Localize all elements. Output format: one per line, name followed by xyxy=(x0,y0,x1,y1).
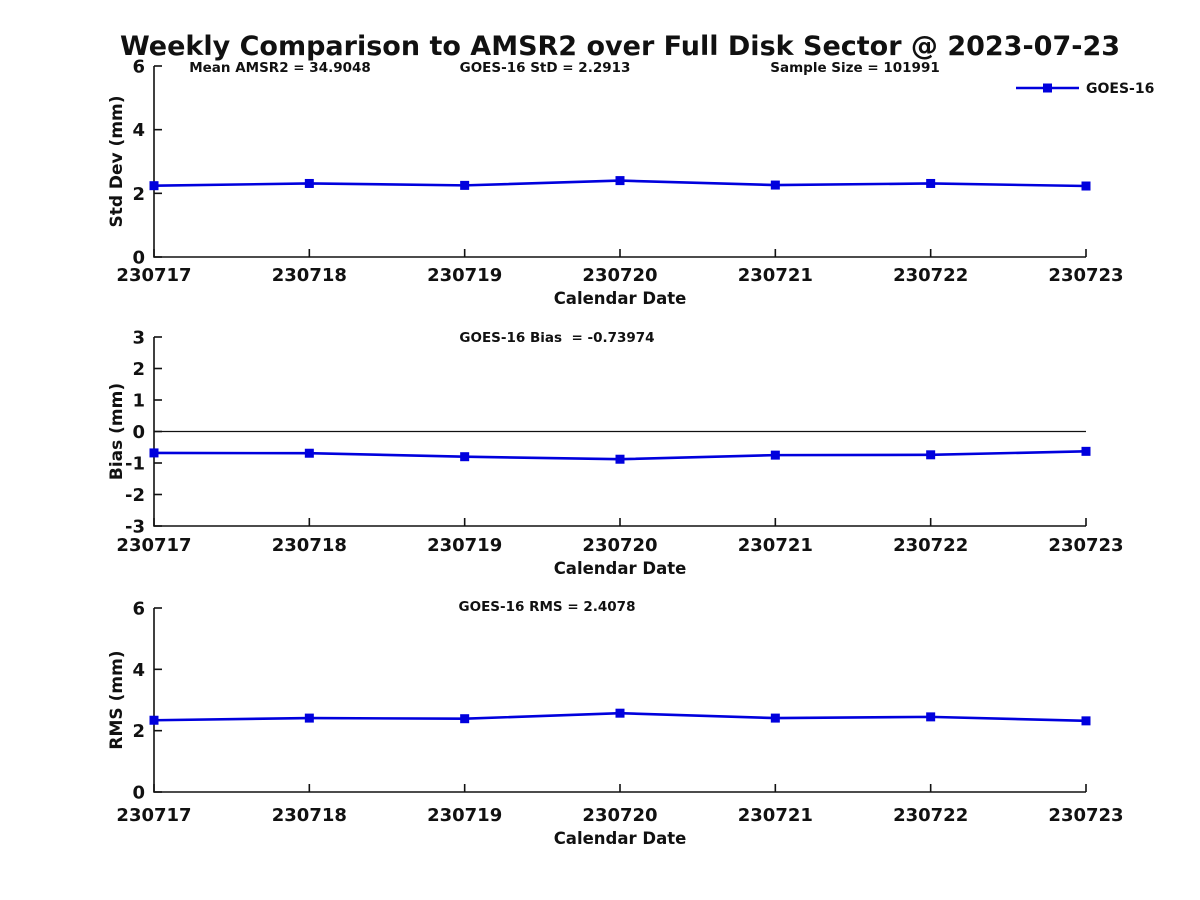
y-tick-label: -2 xyxy=(125,485,145,506)
subplot-3-xlabel: Calendar Date xyxy=(554,829,687,848)
x-tick-label: 230718 xyxy=(272,535,347,556)
data-point-marker xyxy=(149,181,159,191)
x-tick-label: 230719 xyxy=(427,535,502,556)
data-point-marker xyxy=(926,450,936,460)
y-tick-label: 2 xyxy=(132,184,145,205)
axis-lines xyxy=(153,66,1086,258)
annotation-goes16-std: GOES-16 StD = 2.2913 xyxy=(460,60,631,76)
x-tick-label: 230720 xyxy=(582,265,657,286)
y-tick-label: 6 xyxy=(132,57,145,78)
y-tick-label: 0 xyxy=(132,248,145,269)
data-point-marker xyxy=(615,454,625,464)
data-point-marker xyxy=(304,713,314,723)
data-point-marker xyxy=(304,178,314,188)
y-tick-label: 2 xyxy=(132,721,145,742)
x-tick-label: 230723 xyxy=(1048,805,1123,826)
data-point-marker xyxy=(460,180,470,190)
data-point-marker xyxy=(615,708,625,718)
x-tick-label: 230721 xyxy=(738,535,813,556)
y-tick-label: 2 xyxy=(132,359,145,380)
data-point-marker xyxy=(460,452,470,462)
data-point-marker xyxy=(926,712,936,722)
figure-title: Weekly Comparison to AMSR2 over Full Dis… xyxy=(120,31,1120,62)
subplot-1-ylabel: Std Dev (mm) xyxy=(107,95,127,227)
legend: GOES-16 xyxy=(1016,81,1154,97)
subplot-1-xlabel: Calendar Date xyxy=(554,289,687,308)
x-tick-label: 230717 xyxy=(116,535,191,556)
data-point-marker xyxy=(615,176,625,186)
data-point-marker xyxy=(926,178,936,188)
x-tick-label: 230722 xyxy=(893,535,968,556)
y-tick-label: -1 xyxy=(125,454,145,475)
annotation-goes16-bias: GOES-16 Bias = -0.73974 xyxy=(459,330,654,346)
x-tick-label: 230722 xyxy=(893,805,968,826)
y-tick-label: 3 xyxy=(132,328,145,349)
data-point-marker xyxy=(770,450,780,460)
data-point-marker xyxy=(770,180,780,190)
data-point-marker xyxy=(149,715,159,725)
axis-lines xyxy=(153,608,1086,793)
subplot-2-plot: -3 -2 -1 0 1 2 3 230717 230718 230719 230720 230721… xyxy=(116,328,1123,557)
data-point-marker xyxy=(1081,446,1091,456)
data-point-marker xyxy=(304,448,314,458)
x-tick-label: 230718 xyxy=(272,265,347,286)
annotation-sample-size: Sample Size = 101991 xyxy=(770,60,939,76)
y-tick-label: 6 xyxy=(132,599,145,620)
y-tick-label: 0 xyxy=(132,783,145,804)
legend-marker-icon xyxy=(1043,83,1052,93)
x-tick-label: 230721 xyxy=(738,265,813,286)
data-point-marker xyxy=(1081,181,1091,191)
x-tick-label: 230718 xyxy=(272,805,347,826)
x-tick-label: 230717 xyxy=(116,805,191,826)
subplot-1-plot: 0 2 4 6 230717 230718 230719 230720 230721 230722… xyxy=(116,57,1123,287)
data-point-marker xyxy=(770,713,780,723)
subplot-2-ylabel: Bias (mm) xyxy=(107,383,127,480)
data-point-marker xyxy=(149,448,159,458)
subplot-3-ylabel: RMS (mm) xyxy=(107,650,127,749)
annotation-goes16-rms: GOES-16 RMS = 2.4078 xyxy=(459,599,636,615)
annotation-mean-amsr2: Mean AMSR2 = 34.9048 xyxy=(189,60,371,76)
x-tick-label: 230717 xyxy=(116,265,191,286)
x-tick-label: 230720 xyxy=(582,535,657,556)
data-point-marker xyxy=(460,714,470,724)
y-tick-label: 4 xyxy=(132,120,145,141)
y-tick-label: 0 xyxy=(132,422,145,443)
subplot-3-plot: 0 2 4 6 230717 230718 230719 230720 230721 230722… xyxy=(116,599,1123,827)
y-tick-label: -3 xyxy=(125,517,145,538)
x-tick-label: 230722 xyxy=(893,265,968,286)
data-point-marker xyxy=(1081,716,1091,726)
subplot-2-xlabel: Calendar Date xyxy=(554,559,687,578)
x-tick-label: 230721 xyxy=(738,805,813,826)
x-tick-label: 230723 xyxy=(1048,535,1123,556)
legend-label: GOES-16 xyxy=(1086,81,1154,97)
x-tick-label: 230723 xyxy=(1048,265,1123,286)
x-tick-label: 230719 xyxy=(427,265,502,286)
x-tick-label: 230720 xyxy=(582,805,657,826)
x-tick-label: 230719 xyxy=(427,805,502,826)
y-tick-label: 1 xyxy=(132,391,145,412)
y-tick-label: 4 xyxy=(132,660,145,681)
